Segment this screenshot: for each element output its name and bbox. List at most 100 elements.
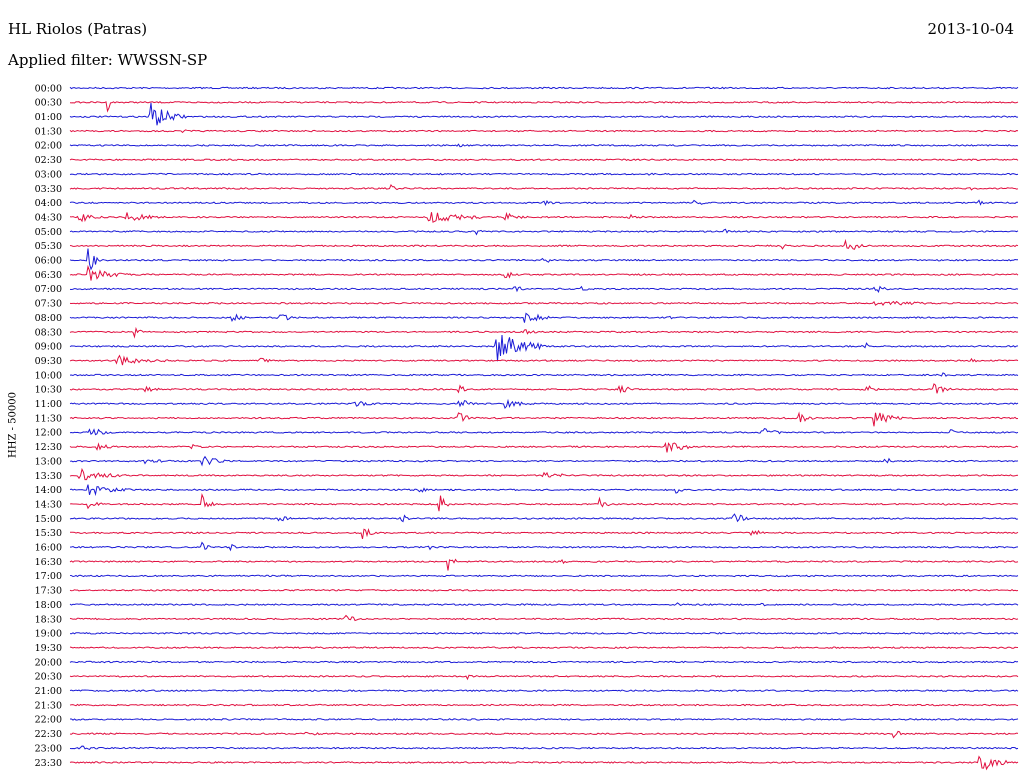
time-tick-label: 14:30 xyxy=(35,499,62,510)
time-tick-label: 14:00 xyxy=(35,485,62,496)
time-tick-label: 11:00 xyxy=(35,399,62,410)
time-tick-label: 10:30 xyxy=(35,385,62,396)
time-tick-label: 12:00 xyxy=(35,428,62,439)
time-tick-label: 20:30 xyxy=(35,672,62,683)
time-tick-label: 08:00 xyxy=(35,313,62,324)
trace-line xyxy=(69,442,1019,453)
time-tick-label: 06:30 xyxy=(35,270,62,281)
time-tick-label: 21:30 xyxy=(35,700,62,711)
time-tick-label: 06:00 xyxy=(35,256,62,267)
time-tick-label: 01:30 xyxy=(35,126,62,137)
trace-line xyxy=(69,703,1019,707)
time-tick-label: 18:30 xyxy=(35,614,62,625)
trace-line xyxy=(69,718,1019,721)
time-tick-label: 12:30 xyxy=(35,442,62,453)
time-tick-label: 19:30 xyxy=(35,643,62,654)
time-tick-label: 02:00 xyxy=(35,141,62,152)
trace-line xyxy=(69,646,1019,649)
trace-line xyxy=(69,86,1019,90)
trace-line xyxy=(69,493,1019,512)
trace-line xyxy=(69,513,1019,523)
trace-line xyxy=(69,158,1019,162)
trace-line xyxy=(69,184,1019,191)
trace-line xyxy=(69,730,1019,739)
time-tick-label: 17:30 xyxy=(35,586,62,597)
trace-line xyxy=(69,172,1019,176)
filter-label: Applied filter: WWSSN-SP xyxy=(8,51,208,69)
trace-line xyxy=(69,264,1019,281)
trace-line xyxy=(69,354,1019,366)
trace-line xyxy=(69,398,1019,410)
trace-line xyxy=(69,755,1019,771)
trace-line xyxy=(69,660,1019,664)
trace-line xyxy=(69,484,1019,497)
trace-line xyxy=(69,745,1019,751)
trace-line xyxy=(69,689,1019,692)
trace-line xyxy=(69,455,1019,467)
trace-line xyxy=(69,211,1019,223)
trace-line xyxy=(69,427,1019,436)
time-tick-label: 23:00 xyxy=(35,743,62,754)
trace-line xyxy=(69,228,1019,236)
time-tick-label: 07:30 xyxy=(35,299,62,310)
time-tick-label: 22:00 xyxy=(35,715,62,726)
trace-line xyxy=(69,372,1019,377)
time-tick-label: 20:00 xyxy=(35,657,62,668)
trace-line xyxy=(69,238,1019,250)
trace-line xyxy=(69,199,1019,207)
trace-line xyxy=(69,602,1019,607)
time-tick-label: 04:30 xyxy=(35,212,62,223)
trace-line xyxy=(69,588,1019,592)
trace-line xyxy=(69,574,1019,578)
trace-line xyxy=(69,614,1019,622)
time-tick-label: 01:00 xyxy=(35,112,62,123)
trace-line xyxy=(69,248,1019,271)
trace-line xyxy=(69,101,1019,113)
time-tick-label: 00:00 xyxy=(35,83,62,94)
date-label: 2013-10-04 xyxy=(927,20,1014,38)
time-tick-label: 22:30 xyxy=(35,729,62,740)
time-tick-label: 03:00 xyxy=(35,169,62,180)
time-tick-label: 17:00 xyxy=(35,571,62,582)
trace-line xyxy=(69,312,1019,323)
trace-line xyxy=(69,334,1019,362)
time-tick-label: 03:30 xyxy=(35,184,62,195)
trace-line xyxy=(69,326,1019,339)
trace-line xyxy=(69,143,1019,148)
trace-line xyxy=(69,102,1019,126)
time-tick-label: 19:00 xyxy=(35,629,62,640)
time-tick-label: 02:30 xyxy=(35,155,62,166)
station-title: HL Riolos (Patras) xyxy=(8,20,148,38)
trace-line xyxy=(69,467,1019,481)
trace-line xyxy=(69,300,1019,306)
time-tick-label: 21:00 xyxy=(35,686,62,697)
trace-line xyxy=(69,285,1019,293)
time-tick-label: 16:00 xyxy=(35,543,62,554)
time-tick-label: 13:30 xyxy=(35,471,62,482)
trace-line xyxy=(69,527,1019,540)
time-tick-label: 23:30 xyxy=(35,758,62,769)
time-tick-label: 15:30 xyxy=(35,528,62,539)
time-tick-label: 09:30 xyxy=(35,356,62,367)
time-tick-label: 13:00 xyxy=(35,456,62,467)
time-tick-label: 05:30 xyxy=(35,241,62,252)
time-tick-label: 04:00 xyxy=(35,198,62,209)
trace-line xyxy=(69,632,1019,635)
time-tick-label: 00:30 xyxy=(35,98,62,109)
trace-line xyxy=(69,541,1019,552)
time-tick-label: 05:00 xyxy=(35,227,62,238)
trace-line xyxy=(69,129,1019,134)
time-tick-label: 08:30 xyxy=(35,327,62,338)
time-tick-label: 16:30 xyxy=(35,557,62,568)
trace-line xyxy=(69,558,1019,571)
time-tick-label: 15:00 xyxy=(35,514,62,525)
time-tick-label: 09:00 xyxy=(35,342,62,353)
time-tick-label: 18:00 xyxy=(35,600,62,611)
trace-line xyxy=(69,411,1019,427)
time-tick-label: 11:30 xyxy=(35,413,62,424)
trace-line xyxy=(69,674,1019,681)
time-tick-label: 07:00 xyxy=(35,284,62,295)
trace-line xyxy=(69,383,1019,394)
time-tick-label: 10:00 xyxy=(35,370,62,381)
